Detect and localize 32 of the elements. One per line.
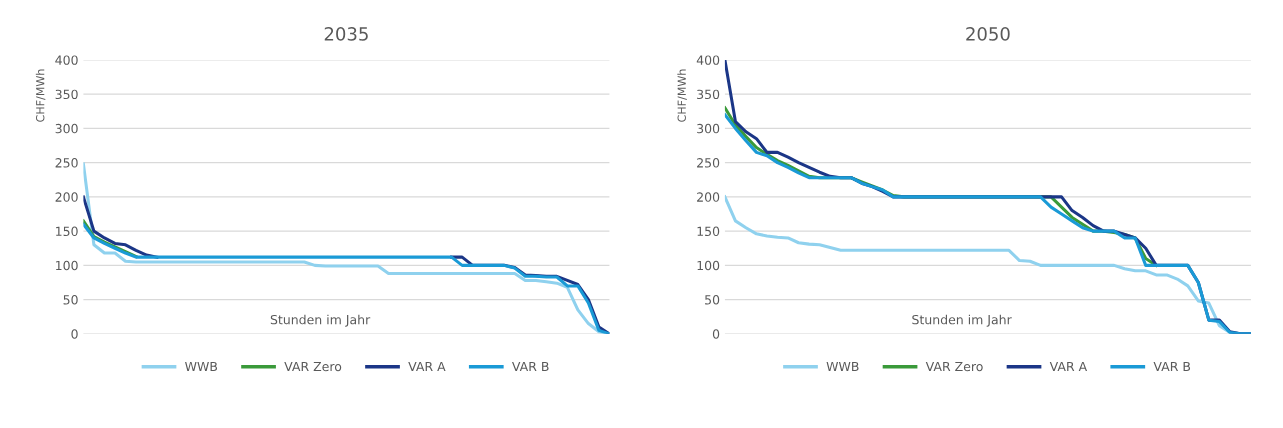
y-tick-label: 50 [63, 295, 78, 305]
y-tick-label: 300 [55, 123, 78, 134]
y-tick-label: 150 [697, 226, 720, 237]
y-tick-label: 0 [712, 329, 720, 339]
y-tick-label: 200 [697, 192, 720, 202]
y-tick-label: 300 [697, 123, 720, 134]
y-tick-label: 350 [55, 89, 78, 100]
chart-title: 2050 [966, 27, 1010, 41]
legend-label: VAR Zero [925, 361, 983, 372]
legend-label: VAR A [1049, 361, 1088, 372]
legend-label: VAR B [1153, 361, 1191, 372]
legend-label: VAR A [408, 361, 446, 372]
chart-title: 2035 [324, 27, 368, 41]
y-axis-title: CHF/MWh [677, 69, 687, 122]
y-tick-label: 400 [696, 55, 720, 65]
legend-label: VAR B [512, 361, 549, 372]
y-tick-label: 150 [56, 226, 78, 237]
y-tick-label: 250 [697, 158, 720, 168]
x-axis-title: Stunden im Jahr [270, 314, 371, 327]
y-axis-title: CHF/MWh [35, 69, 46, 122]
y-tick-label: 50 [705, 295, 720, 305]
y-tick-label: 400 [55, 55, 78, 65]
legend-label: WWB [826, 361, 859, 372]
y-tick-label: 250 [55, 158, 78, 168]
y-tick-label: 100 [697, 260, 720, 271]
y-tick-label: 200 [55, 192, 78, 202]
y-tick-label: 100 [56, 260, 78, 271]
y-tick-label: 0 [71, 329, 78, 339]
y-tick-label: 350 [697, 89, 720, 100]
x-axis-title: Stunden im Jahr [912, 314, 1012, 327]
legend-label: WWB [185, 361, 218, 372]
legend-label: VAR Zero [284, 361, 342, 372]
